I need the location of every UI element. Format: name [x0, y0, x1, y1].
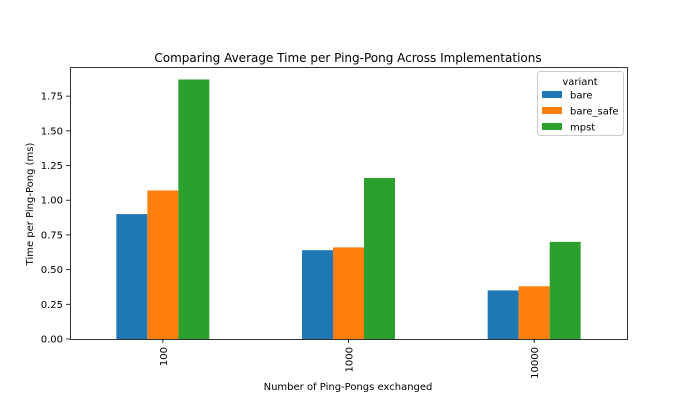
y-axis-label: Time per Ping-Pong (ms) — [25, 143, 36, 267]
legend-swatch-bare_safe — [542, 107, 562, 114]
legend-title: variant — [562, 77, 597, 88]
bars — [116, 79, 581, 339]
x-axis-label: Number of Ping-Pongs exchanged — [264, 382, 433, 393]
legend-label-bare: bare — [570, 91, 593, 102]
y-tick-label: 0.75 — [41, 230, 63, 241]
legend-frame — [537, 71, 624, 136]
bar-bare_safe-10000 — [518, 286, 550, 339]
legend-swatch-mpst — [542, 123, 562, 130]
x-tick-label: 1000 — [345, 347, 356, 372]
y-tick-label: 0.25 — [41, 300, 63, 311]
bar-mpst-10000 — [549, 241, 581, 339]
y-tick-label: 1.50 — [41, 126, 63, 137]
y-tick-label: 1.75 — [41, 92, 63, 103]
bar-bare_safe-100 — [147, 190, 179, 339]
legend-label-bare_safe: bare_safe — [570, 107, 619, 118]
bar-bare-100 — [116, 214, 148, 339]
legend-label-mpst: mpst — [570, 123, 595, 134]
chart-title: Comparing Average Time per Ping-Pong Acr… — [154, 51, 541, 65]
bar-mpst-100 — [178, 79, 210, 339]
bar-bare_safe-1000 — [333, 247, 364, 339]
y-tick-label: 1.25 — [41, 161, 63, 172]
legend-swatch-bare — [542, 91, 562, 98]
y-tick-label: 1.00 — [41, 196, 63, 207]
x-axis-ticks: 100 1000 10000 — [159, 339, 541, 379]
bar-bare-1000 — [302, 250, 333, 339]
bar-mpst-1000 — [364, 178, 395, 339]
bar-bare-10000 — [487, 290, 519, 339]
y-tick-label: 0.00 — [41, 335, 63, 346]
plot-frame — [70, 67, 628, 340]
y-tick-label: 0.50 — [41, 265, 63, 276]
x-tick-label: 10000 — [530, 347, 541, 379]
y-axis-ticks: 0.00 0.25 0.50 0.75 1.00 1.25 1.50 1.75 — [41, 92, 70, 346]
x-tick-label: 100 — [159, 347, 170, 366]
